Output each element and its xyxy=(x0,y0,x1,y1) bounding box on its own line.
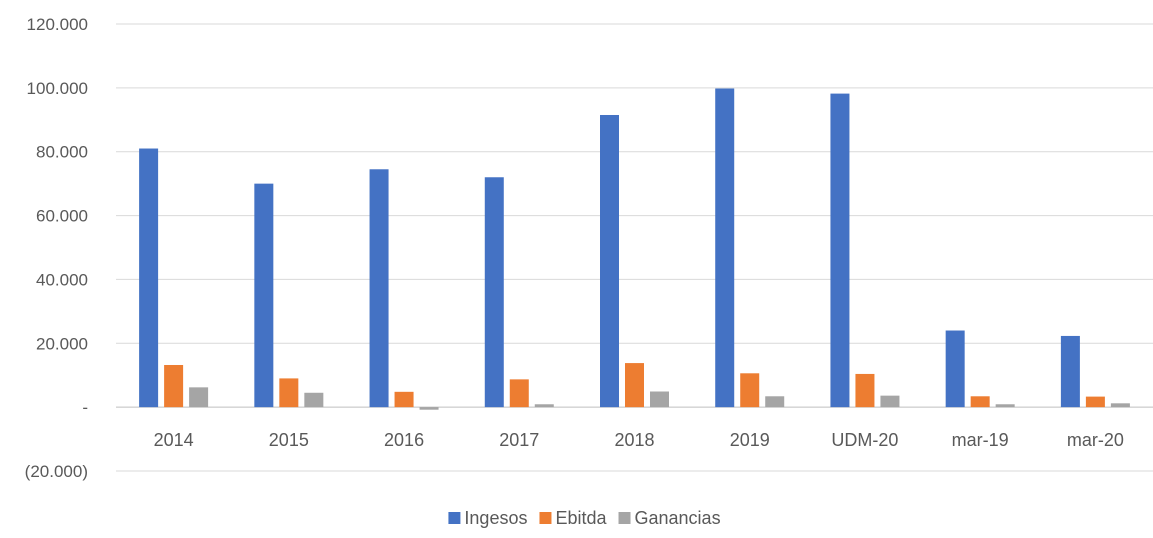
bar-ebitda-2015 xyxy=(279,378,299,408)
y-tick-label: 40.000 xyxy=(36,270,88,289)
y-tick-label: - xyxy=(82,398,88,417)
bar-ebitda-mar-20 xyxy=(1085,396,1105,408)
x-category-label: 2014 xyxy=(154,430,194,450)
x-category-label: mar-19 xyxy=(952,430,1009,450)
bar-ingesos-udm-20 xyxy=(830,93,850,408)
x-category-label: 2015 xyxy=(269,430,309,450)
y-tick-label: 60.000 xyxy=(36,207,88,226)
y-axis-tick-labels: 120.000 100.000 80.000 60.000 40.000 20.000 - (… xyxy=(25,15,88,481)
x-category-label: 2018 xyxy=(614,430,654,450)
bar-ganancias-udm-20 xyxy=(880,395,900,408)
bar-ebitda-2019 xyxy=(740,373,760,408)
bar-ingesos-2019 xyxy=(715,88,735,408)
x-category-label: 2019 xyxy=(730,430,770,450)
x-category-label: UDM-20 xyxy=(831,430,898,450)
y-tick-label: 80.000 xyxy=(36,143,88,162)
bar-ganancias-2015 xyxy=(304,392,324,408)
bar-ingesos-2015 xyxy=(254,183,274,408)
legend: Ingesos Ebitda Ganancias xyxy=(448,508,721,528)
bar-ganancias-2018 xyxy=(650,391,669,408)
bar-ganancias-2016 xyxy=(419,407,439,410)
bar-ganancias-mar-19 xyxy=(995,404,1015,408)
y-tick-label: 20.000 xyxy=(36,334,88,353)
x-axis-category-labels: 2014 2015 2016 2017 2018 2019 UDM-20 mar-19 mar-… xyxy=(154,430,1124,450)
bar-ingesos-2016 xyxy=(369,169,389,408)
x-category-label: 2016 xyxy=(384,430,424,450)
bar-ingesos-mar-19 xyxy=(945,330,965,408)
bar-ingesos-2017 xyxy=(484,177,504,408)
bar-ingesos-mar-20 xyxy=(1060,335,1080,408)
legend-label: Ganancias xyxy=(635,508,721,528)
legend-swatch xyxy=(539,512,552,524)
legend-label: Ingesos xyxy=(464,508,527,528)
legend-swatch xyxy=(618,512,631,524)
y-tick-label: (20.000) xyxy=(25,462,88,481)
bar-ganancias-2019 xyxy=(765,396,785,408)
bar-ebitda-mar-19 xyxy=(970,396,990,408)
x-category-label: 2017 xyxy=(499,430,539,450)
bar-ebitda-2017 xyxy=(509,379,529,408)
legend-label: Ebitda xyxy=(555,508,607,528)
bar-ingesos-2018 xyxy=(600,114,619,408)
bar-ingesos-2014 xyxy=(139,148,159,408)
y-tick-label: 100.000 xyxy=(27,79,88,98)
x-category-label: mar-20 xyxy=(1067,430,1124,450)
bars xyxy=(139,88,1130,410)
legend-swatch xyxy=(448,512,461,524)
legend-item-ingesos: Ingesos xyxy=(448,508,527,528)
bar-ebitda-2016 xyxy=(394,391,414,408)
bar-ganancias-2017 xyxy=(534,404,554,408)
legend-item-ebitda: Ebitda xyxy=(539,508,607,528)
legend-item-ganancias: Ganancias xyxy=(618,508,721,528)
y-tick-label: 120.000 xyxy=(27,15,88,34)
bar-ebitda-2014 xyxy=(164,364,184,408)
bar-ganancias-mar-20 xyxy=(1110,403,1130,408)
bar-ganancias-2014 xyxy=(189,387,209,408)
bar-ebitda-2018 xyxy=(625,363,644,408)
bar-ebitda-udm-20 xyxy=(855,373,875,408)
